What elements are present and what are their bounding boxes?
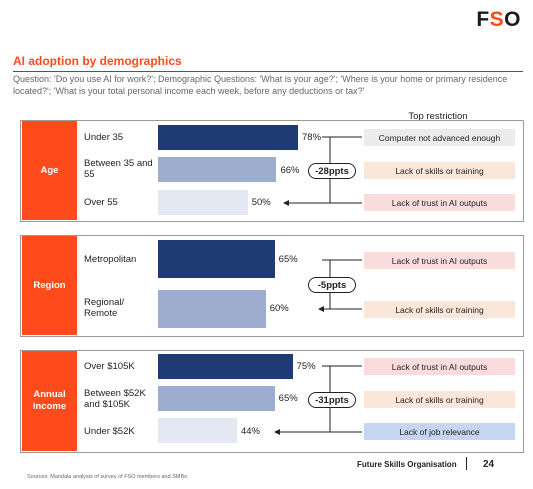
page-number: 24: [483, 459, 495, 470]
difference-label-income: -31ppts: [308, 392, 356, 408]
group-tag-region: Region: [22, 236, 77, 335]
difference-label-age: -28ppts: [308, 163, 356, 179]
title-divider: [13, 71, 523, 72]
restriction-pill: Lack of trust in AI outputs: [364, 194, 515, 211]
category-label: Under $52K: [84, 426, 135, 437]
restriction-pill: Lack of job relevance: [364, 423, 515, 440]
bar-region-regional: [158, 290, 266, 328]
value-label: 78%: [302, 132, 322, 143]
category-label: Over $105K: [84, 361, 135, 372]
page-title: AI adoption by demographics: [13, 54, 182, 68]
value-label: 75%: [296, 361, 316, 372]
value-label: 50%: [251, 197, 271, 208]
bar-income-over-105k: [158, 354, 293, 379]
category-label: Regional/ Remote: [84, 297, 125, 319]
value-label: 65%: [278, 393, 298, 404]
bar-age-35-55: [158, 157, 277, 182]
value-label: 65%: [278, 254, 298, 265]
category-label: Between $52K and $105K: [84, 388, 146, 410]
bar-income-under-52k: [158, 418, 237, 443]
category-label: Over 55: [84, 197, 118, 208]
category-label: Under 35: [84, 132, 124, 143]
value-label: 66%: [280, 165, 300, 176]
category-label: Between 35 and 55: [84, 158, 153, 180]
survey-question: Question: 'Do you use AI for work?'; Dem…: [13, 74, 508, 96]
group-tag-age: Age: [22, 121, 77, 220]
restriction-pill: Lack of skills or training: [364, 391, 515, 408]
footer-org: Future Skills Organisation: [357, 460, 457, 469]
bar-age-over-55: [158, 190, 248, 215]
source-note: Sources: Mandala analysis of survey of F…: [27, 474, 189, 480]
bar-region-metropolitan: [158, 240, 275, 278]
restriction-pill: Lack of skills or training: [364, 162, 515, 179]
fso-logo: FSO: [476, 8, 521, 31]
group-tag-income: Annual income: [22, 351, 77, 451]
bar-income-52k-105k: [158, 386, 275, 411]
top-restriction-header: Top restriction: [408, 111, 468, 122]
restriction-pill: Lack of trust in AI outputs: [364, 358, 515, 375]
footer-divider: [466, 457, 467, 470]
restriction-pill: Lack of skills or training: [364, 301, 515, 318]
category-label: Metropolitan: [84, 254, 137, 265]
bar-age-under-35: [158, 125, 298, 150]
restriction-pill: Computer not advanced enough: [364, 129, 515, 146]
value-label: 60%: [269, 303, 289, 314]
difference-label-region: -5ppts: [308, 277, 356, 293]
restriction-pill: Lack of trust in AI outputs: [364, 252, 515, 269]
value-label: 44%: [240, 426, 260, 437]
